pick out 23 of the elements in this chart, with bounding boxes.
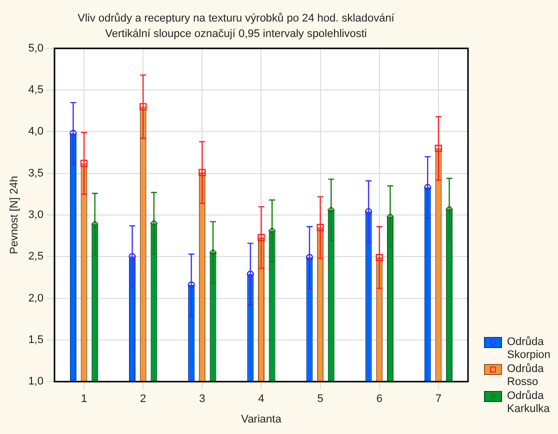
y-tick-label: 2,5 <box>28 250 44 263</box>
x-tick-label: 5 <box>317 393 324 406</box>
legend-label: Odrůda Skorpion <box>507 336 552 362</box>
y-tick-label: 3,5 <box>28 167 44 180</box>
x-tick-label: 2 <box>140 393 146 406</box>
x-tick-label: 4 <box>258 393 264 406</box>
y-tick-label: 1,0 <box>28 376 44 388</box>
x-tick-label: 6 <box>376 393 382 406</box>
x-axis-title: Varianta <box>241 413 282 426</box>
y-axis-title: Pevnost [N] 24h <box>8 176 21 254</box>
x-tick-label: 3 <box>199 393 206 406</box>
legend-label: Odrůda Rosso <box>507 363 545 389</box>
chart-title: Vliv odrůdy a receptury na texturu výrobků po 24 hod. skladování <box>78 12 396 25</box>
y-tick-label: 3,0 <box>28 209 44 222</box>
y-tick-label: 4,5 <box>28 84 44 96</box>
x-tick-label: 1 <box>80 393 88 406</box>
y-tick-label: 5,0 <box>28 42 44 54</box>
y-tick-label: 4,0 <box>28 126 44 138</box>
chart-subtitle: Vertikální sloupce označují 0,95 intervaly spolehlivosti <box>105 28 367 40</box>
y-tick-label: 2,0 <box>28 292 44 304</box>
x-tick-label: 7 <box>435 393 442 406</box>
legend-label: Odrůda Karkulka <box>507 390 551 416</box>
y-tick-label: 1,5 <box>28 334 44 346</box>
